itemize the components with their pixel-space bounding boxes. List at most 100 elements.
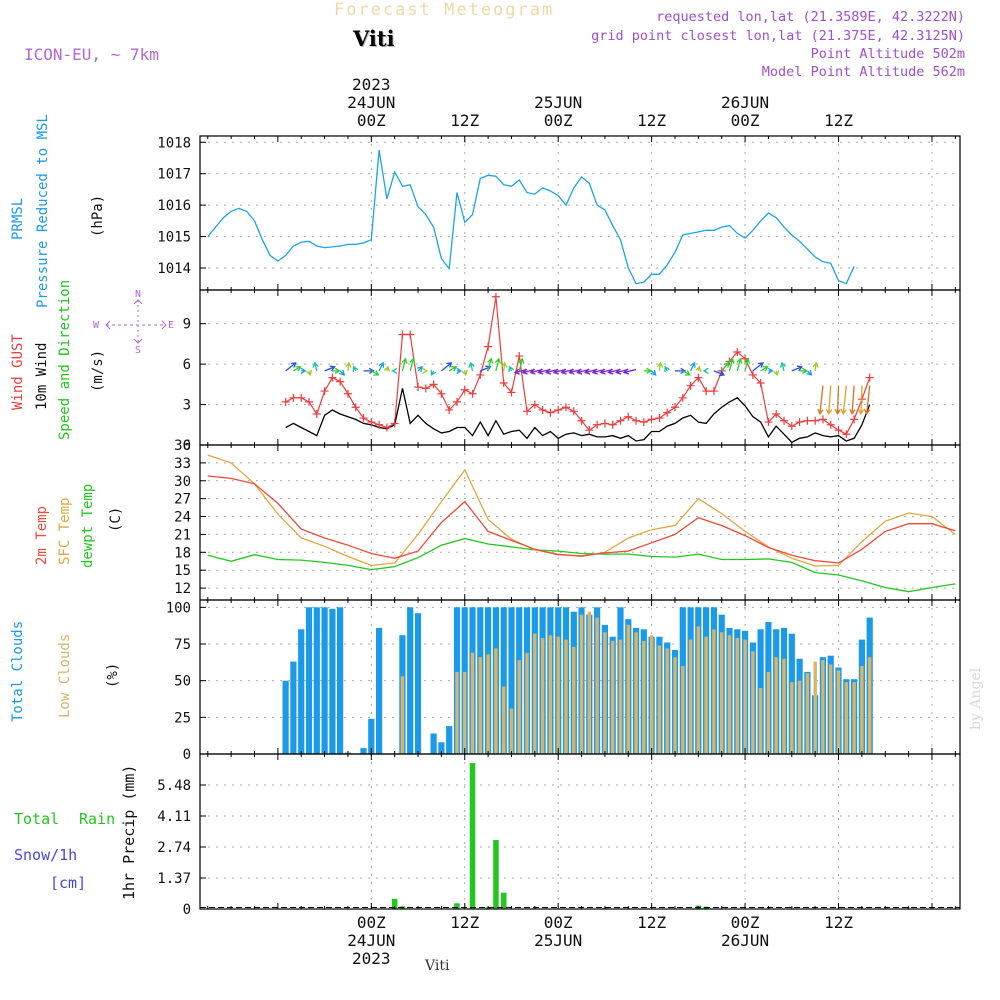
wind-arrow <box>293 366 301 372</box>
time-label-line: 26JUN <box>720 93 770 112</box>
rain-label-rain: Rain <box>79 810 116 828</box>
wind-arrow <box>503 362 506 371</box>
wind-arrow-head <box>494 357 501 364</box>
low-cloud-bar <box>813 661 817 754</box>
wind-arrow-head <box>796 365 803 372</box>
low-cloud-bar <box>463 671 467 754</box>
gust-marker <box>491 292 500 301</box>
low-cloud-bar <box>681 666 685 754</box>
wind-arrow <box>378 362 384 372</box>
gust-marker <box>811 416 820 425</box>
low-cloud-bar <box>540 638 545 754</box>
time-label-line: 12Z <box>824 111 853 130</box>
low-cloud-bar <box>665 648 669 754</box>
time-label-line: 12Z <box>450 111 480 130</box>
wind-arrow-head <box>801 367 808 375</box>
gust-marker <box>663 408 672 417</box>
gust-marker <box>655 414 664 423</box>
gust-marker <box>281 397 290 406</box>
wind-arrow-head <box>767 367 774 375</box>
wind-arrow-head <box>779 361 787 368</box>
total-cloud-bar <box>360 748 367 754</box>
gust-marker <box>787 422 796 431</box>
wind-arrow <box>781 362 785 372</box>
wind-arrow-head <box>650 369 657 376</box>
wind-arrow-head <box>664 365 670 372</box>
wind-arrow-head <box>591 368 598 375</box>
wind-arrow-head <box>599 368 606 375</box>
time-label-line: 00Z <box>543 111 573 130</box>
pressure-ytick-label: 1018 <box>157 135 191 151</box>
gust-marker <box>561 403 570 412</box>
gust-marker <box>468 389 477 398</box>
wind-arrow-head <box>300 367 307 375</box>
gust-marker <box>865 373 874 382</box>
gust-marker <box>460 385 469 394</box>
wind-arrow-head <box>430 369 437 376</box>
time-label-line: 24JUN <box>347 931 396 950</box>
footer-location: Viti <box>425 958 450 974</box>
wind-arrow-head <box>568 368 575 375</box>
precipitation-ytick-label: 0 <box>183 902 191 918</box>
low-cloud-bar <box>486 654 490 754</box>
wind-arrow-head <box>762 366 769 372</box>
compass-rose: N S W E <box>92 288 182 360</box>
gust-marker <box>671 403 679 412</box>
model-altitude: Model Point Altitude 562m <box>761 64 965 80</box>
wind-ytick-label: 6 <box>183 357 191 373</box>
low-cloud-bar <box>766 671 771 754</box>
wind-arrow-head <box>501 361 508 368</box>
low-cloud-bar <box>572 646 576 754</box>
total-cloud-bar <box>337 607 344 754</box>
rain-bar <box>391 898 398 909</box>
low-cloud-bar <box>735 638 739 754</box>
wind-arrow-head <box>339 369 346 376</box>
gust-marker <box>312 410 321 418</box>
wind-arrow-head <box>334 367 341 375</box>
wind-arrow-head <box>312 361 319 368</box>
wind-arrow-head <box>728 357 735 364</box>
gust-marker <box>780 416 789 425</box>
total-cloud-bar <box>508 607 515 754</box>
low-cloud-bar <box>774 657 778 754</box>
wind-arrow-head <box>552 368 559 375</box>
wind-arrow-head <box>744 357 751 364</box>
time-label-line: 25JUN <box>534 931 583 950</box>
precipitation-ytick-label: 4.11 <box>157 809 191 825</box>
total-cloud-bar <box>368 718 375 754</box>
gust-marker <box>320 387 329 396</box>
low-cloud-bar <box>618 639 623 754</box>
total-cloud-bar <box>430 733 437 754</box>
wind-arrow <box>370 370 379 376</box>
time-label-line: 12Z <box>637 111 667 130</box>
low-cloud-bar <box>525 652 529 754</box>
wind-arrow-head <box>306 369 313 377</box>
wind-ytick-label: 9 <box>183 317 191 333</box>
low-cloud-bar <box>829 664 833 754</box>
clouds-ytick-label: 25 <box>174 710 191 726</box>
low-cloud-bar <box>805 673 810 754</box>
total-cloud-bar <box>407 607 414 754</box>
compass-e: E <box>168 320 174 331</box>
rain-bar <box>501 892 507 909</box>
low-cloud-bar <box>836 670 841 754</box>
gust-marker <box>756 379 765 387</box>
gust-marker <box>499 379 508 387</box>
wind-arrow-head <box>695 365 702 372</box>
gust-marker <box>624 412 633 421</box>
wind-arrow-head <box>684 370 691 376</box>
wind-arrow <box>518 358 523 372</box>
low-cloud-bar <box>626 624 630 754</box>
wind-arrow-head <box>615 368 622 375</box>
wind-arrow-head <box>391 367 398 375</box>
low-cloud-bar <box>556 636 560 754</box>
precipitation-ytick-label: 5.48 <box>157 778 191 794</box>
time-label-line: 00Z <box>356 913 386 932</box>
wind-arrow-head <box>690 361 696 368</box>
chart-title: Forecast Meteogram <box>334 0 555 20</box>
low-cloud-bar <box>642 641 646 754</box>
location-title: Viti <box>353 26 395 51</box>
wind-arrow <box>682 370 691 376</box>
time-label-line: 2023 <box>352 949 391 968</box>
wind-arrow-head <box>295 366 302 372</box>
